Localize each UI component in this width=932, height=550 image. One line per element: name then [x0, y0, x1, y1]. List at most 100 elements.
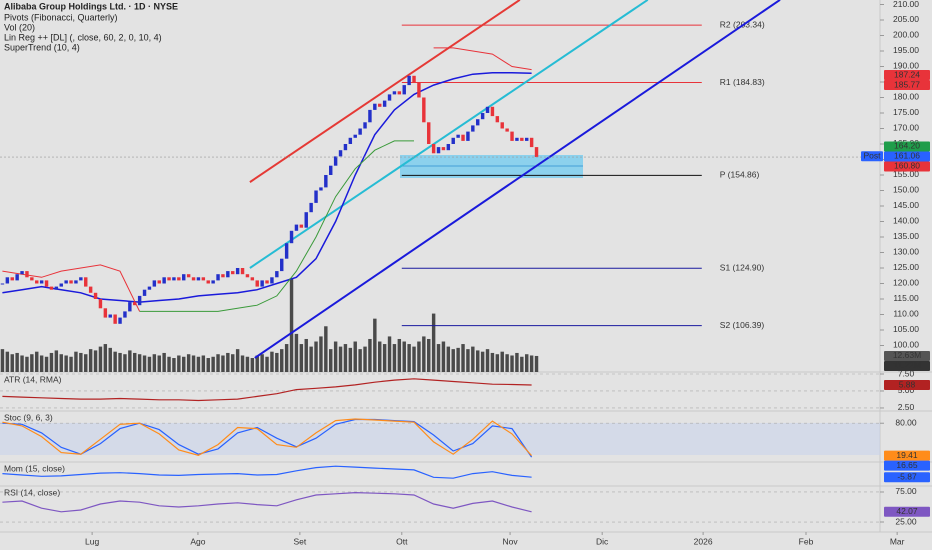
price-tag — [884, 506, 930, 517]
candle — [235, 267, 240, 275]
volume-bar — [133, 352, 137, 372]
volume-bar — [456, 347, 460, 372]
volume-bar — [333, 341, 338, 372]
candle — [431, 143, 436, 154]
volume-bar — [412, 346, 416, 372]
candle — [382, 100, 387, 107]
volume-bar — [162, 352, 166, 372]
volume-bar — [196, 356, 201, 372]
price-tag-label: 5.88 — [899, 379, 916, 389]
candle — [191, 277, 196, 281]
candle — [456, 134, 460, 138]
zone-box — [400, 155, 583, 178]
candle — [118, 317, 122, 324]
pivot-label: P (154.86) — [720, 170, 760, 180]
volume-bar — [240, 355, 245, 372]
candle — [490, 106, 495, 117]
candle — [480, 112, 485, 120]
indicator-line — [2, 465, 532, 479]
volume-bar — [348, 347, 353, 372]
y-tick-label: 130.00 — [893, 247, 919, 257]
volume-bar — [59, 354, 63, 372]
y-tick-label: 100.00 — [893, 340, 919, 350]
volume-bar — [211, 356, 215, 372]
candle — [333, 156, 338, 166]
price-tag — [884, 380, 930, 391]
volume-bar — [167, 356, 171, 372]
volume-bar — [245, 356, 250, 372]
price-tag — [884, 70, 930, 81]
volume-bar — [284, 344, 289, 372]
volume-bar — [216, 354, 220, 372]
volume-bar — [299, 344, 304, 372]
candle — [402, 85, 406, 95]
volume-bar — [201, 355, 206, 372]
regression-line — [249, 0, 649, 269]
candle — [407, 75, 411, 86]
candle — [324, 174, 328, 188]
volume-bar — [427, 338, 431, 372]
candle — [304, 212, 308, 228]
volume-bar — [382, 344, 387, 372]
volume-bar — [422, 336, 426, 372]
volume-bar — [417, 341, 421, 372]
candle — [98, 298, 103, 309]
candle — [137, 295, 142, 306]
y-tick-label: 205.00 — [893, 14, 919, 24]
indicator-label: Lin Reg ++ [DL] (, close, 60, 2, 0, 10, … — [4, 32, 162, 42]
x-tick-label: Set — [293, 536, 306, 546]
candle — [245, 274, 250, 278]
price-tag — [884, 141, 930, 152]
volume-bar — [275, 352, 279, 372]
candle — [0, 283, 5, 285]
candle — [240, 267, 245, 275]
candle — [441, 147, 446, 151]
volume-bar — [505, 354, 509, 372]
pane-title: Stoc (9, 6, 3) — [4, 412, 53, 422]
candle — [422, 97, 426, 123]
volume-bar — [471, 346, 475, 372]
candle — [299, 224, 304, 228]
volume-bar — [387, 336, 392, 372]
y-tick-label: 80.00 — [895, 417, 917, 427]
candle — [397, 91, 402, 95]
candle — [529, 137, 534, 148]
candle — [275, 271, 279, 278]
volume-bar — [397, 338, 402, 372]
y-tick-label: 180.00 — [893, 92, 919, 102]
volume-bar — [103, 344, 108, 372]
volume-bar — [520, 356, 524, 372]
candle — [505, 128, 509, 132]
volume-bar — [15, 352, 19, 372]
price-tag — [884, 80, 930, 91]
candle — [128, 302, 132, 312]
main-pane: R2 (203.34)R1 (184.83)P (154.86)S1 (124.… — [0, 0, 781, 372]
volume-bar — [93, 350, 98, 372]
candle — [35, 280, 39, 284]
volume-bar — [500, 351, 504, 372]
candle — [196, 277, 201, 281]
volume-bar — [226, 352, 230, 372]
indicator-line — [2, 418, 533, 457]
volume-bar — [324, 326, 328, 372]
price-tag-label: 12.63M — [893, 350, 921, 360]
candle — [260, 280, 264, 287]
candle — [476, 119, 480, 126]
stoch-band — [0, 423, 880, 455]
candle — [329, 165, 333, 175]
volume-bar — [108, 347, 112, 372]
y-tick-label: 105.00 — [893, 324, 919, 334]
y-tick-label: 145.00 — [893, 200, 919, 210]
candle — [39, 280, 44, 284]
indicator-line — [2, 378, 532, 402]
candle — [289, 230, 294, 244]
volume-bar — [142, 355, 147, 372]
candle — [368, 109, 372, 123]
candle — [182, 274, 186, 281]
volume-bar — [329, 349, 333, 372]
y-tick-label: 150.00 — [893, 185, 919, 195]
candle — [5, 277, 10, 284]
candle — [49, 286, 54, 290]
volume-bar — [319, 336, 323, 372]
